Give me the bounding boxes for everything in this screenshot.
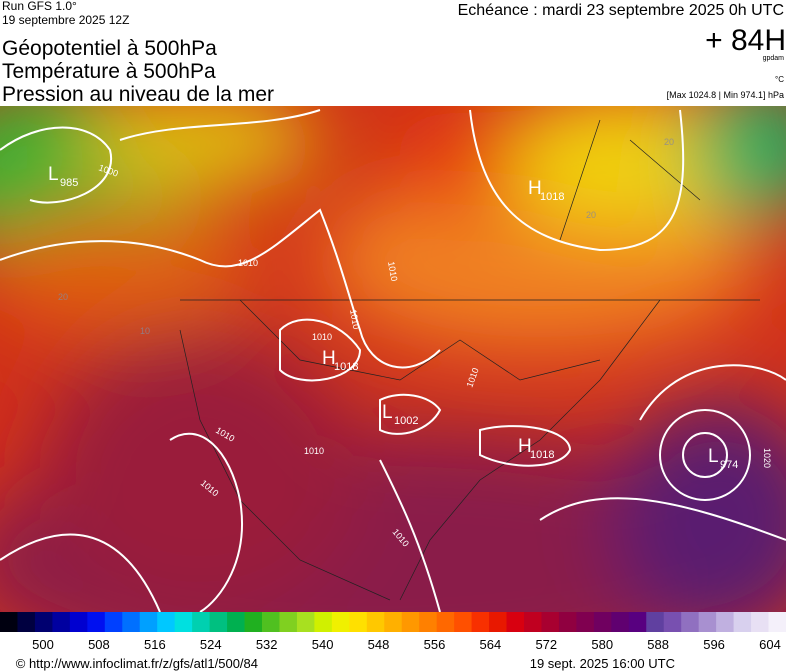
colorbar-swatch — [244, 612, 263, 632]
colorbar-swatch — [593, 612, 612, 632]
center-letter: H — [528, 178, 542, 199]
colorbar-swatch — [419, 612, 438, 632]
colorbar-swatch — [401, 612, 420, 632]
colorbar-swatch — [87, 612, 106, 632]
center-value: 985 — [60, 177, 78, 189]
colorbar-label: 604 — [759, 637, 781, 652]
colorbar-label: 524 — [200, 637, 222, 652]
colorbar-swatch — [296, 612, 315, 632]
colorbar-label: 564 — [480, 637, 502, 652]
colorbar-swatch — [506, 612, 525, 632]
isobar-label: 1010 — [312, 332, 332, 342]
colorbar-swatch — [384, 612, 403, 632]
colorbar-swatch — [279, 612, 298, 632]
colorbar-swatch — [314, 612, 333, 632]
temperature-label: 20 — [664, 137, 674, 147]
center-letter: H — [322, 348, 336, 369]
colorbar-swatch — [558, 612, 577, 632]
colorbar-swatch — [489, 612, 508, 632]
temperature-label: 20 — [58, 292, 68, 302]
colorbar-swatch — [716, 612, 735, 632]
colorbar-swatch — [663, 612, 682, 632]
colorbar-swatch — [17, 612, 36, 632]
colorbar-swatch — [628, 612, 647, 632]
map — [0, 106, 786, 612]
colorbar-swatch — [69, 612, 88, 632]
colorbar-swatch — [366, 612, 385, 632]
isobar-label: 1020 — [762, 448, 772, 468]
colorbar-swatch — [524, 612, 542, 632]
colorbar-swatch — [227, 612, 246, 632]
colorbar-swatch — [751, 612, 770, 632]
colorbar-swatch — [174, 612, 193, 632]
colorbar-swatch — [122, 612, 141, 632]
colorbar-swatch — [436, 612, 455, 632]
colorbar-swatch — [52, 612, 71, 632]
colorbar-swatch — [192, 612, 211, 632]
title: Pression au niveau de la mer — [2, 83, 274, 106]
temperature-label: 10 — [140, 326, 150, 336]
center-letter: L — [382, 402, 393, 423]
colorbar-swatch — [733, 612, 752, 632]
center-letter: L — [48, 164, 59, 185]
isobar-label: 1010 — [348, 309, 361, 330]
colorbar-swatch — [209, 612, 228, 632]
colorbar-label: 580 — [591, 637, 613, 652]
colorbar-swatch — [349, 612, 368, 632]
colorbar-swatch — [34, 612, 53, 632]
issued: 19 sept. 2025 16:00 UTC — [530, 656, 675, 671]
colorbar-swatch — [139, 612, 158, 632]
isobar-label: 1010 — [238, 258, 258, 268]
pressure-range: [Max 1024.8 | Min 974.1] hPa — [667, 90, 784, 100]
center-value: 1002 — [394, 415, 418, 427]
colorbar-swatch — [611, 612, 630, 632]
colorbar-swatch — [471, 612, 490, 632]
colorbar-swatch — [541, 612, 560, 632]
center-letter: H — [518, 436, 532, 457]
colorbar-label: 500 — [32, 637, 54, 652]
colorbar-swatch — [157, 612, 176, 632]
colorbar-label: 532 — [256, 637, 278, 652]
colorbar-swatch — [768, 612, 786, 632]
run: Run GFS 1.0° — [2, 0, 77, 13]
center-value: 1018 — [540, 191, 564, 203]
colorbar-label: 508 — [88, 637, 110, 652]
colorbar-swatch — [262, 612, 280, 632]
colorbar-swatch — [681, 612, 700, 632]
run-date: 19 septembre 2025 12Z — [2, 13, 129, 27]
colorbar-swatch — [104, 612, 123, 632]
colorbar-swatch — [0, 612, 18, 632]
colorbar-label: 596 — [703, 637, 725, 652]
colorbar-label: 572 — [535, 637, 557, 652]
colorbar-label: 588 — [647, 637, 669, 652]
center-value: 1018 — [530, 449, 554, 461]
colorbar-swatch — [454, 612, 473, 632]
unit: °C — [775, 75, 784, 84]
title: Température à 500hPa — [2, 60, 216, 83]
source: © http://www.infoclimat.fr/z/gfs/atl1/50… — [16, 656, 258, 671]
valid-time: Echéance : mardi 23 septembre 2025 0h UT… — [458, 2, 784, 19]
colorbar-label: 540 — [312, 637, 334, 652]
colorbar-swatch — [331, 612, 350, 632]
center-value: 974 — [720, 459, 738, 471]
temperature-label: 20 — [586, 210, 596, 220]
title: Géopotentiel à 500hPa — [2, 37, 217, 60]
unit: gpdam — [763, 55, 785, 62]
colorbar-label: 556 — [424, 637, 446, 652]
colorbar-swatch — [646, 612, 665, 632]
isobar-label: 1010 — [304, 446, 324, 456]
colorbar-label: 548 — [368, 637, 390, 652]
lead-time: + 84H — [705, 24, 786, 57]
center-value: 1018 — [334, 361, 358, 373]
center-letter: L — [708, 446, 719, 467]
isobar-label: 1010 — [386, 261, 399, 282]
colorbar: 500 508 516 524 532 540 548 556 564 572 580 588 596 6… — [0, 612, 786, 652]
colorbar-label: 516 — [144, 637, 166, 652]
colorbar-swatch — [698, 612, 717, 632]
colorbar-swatch — [576, 612, 595, 632]
